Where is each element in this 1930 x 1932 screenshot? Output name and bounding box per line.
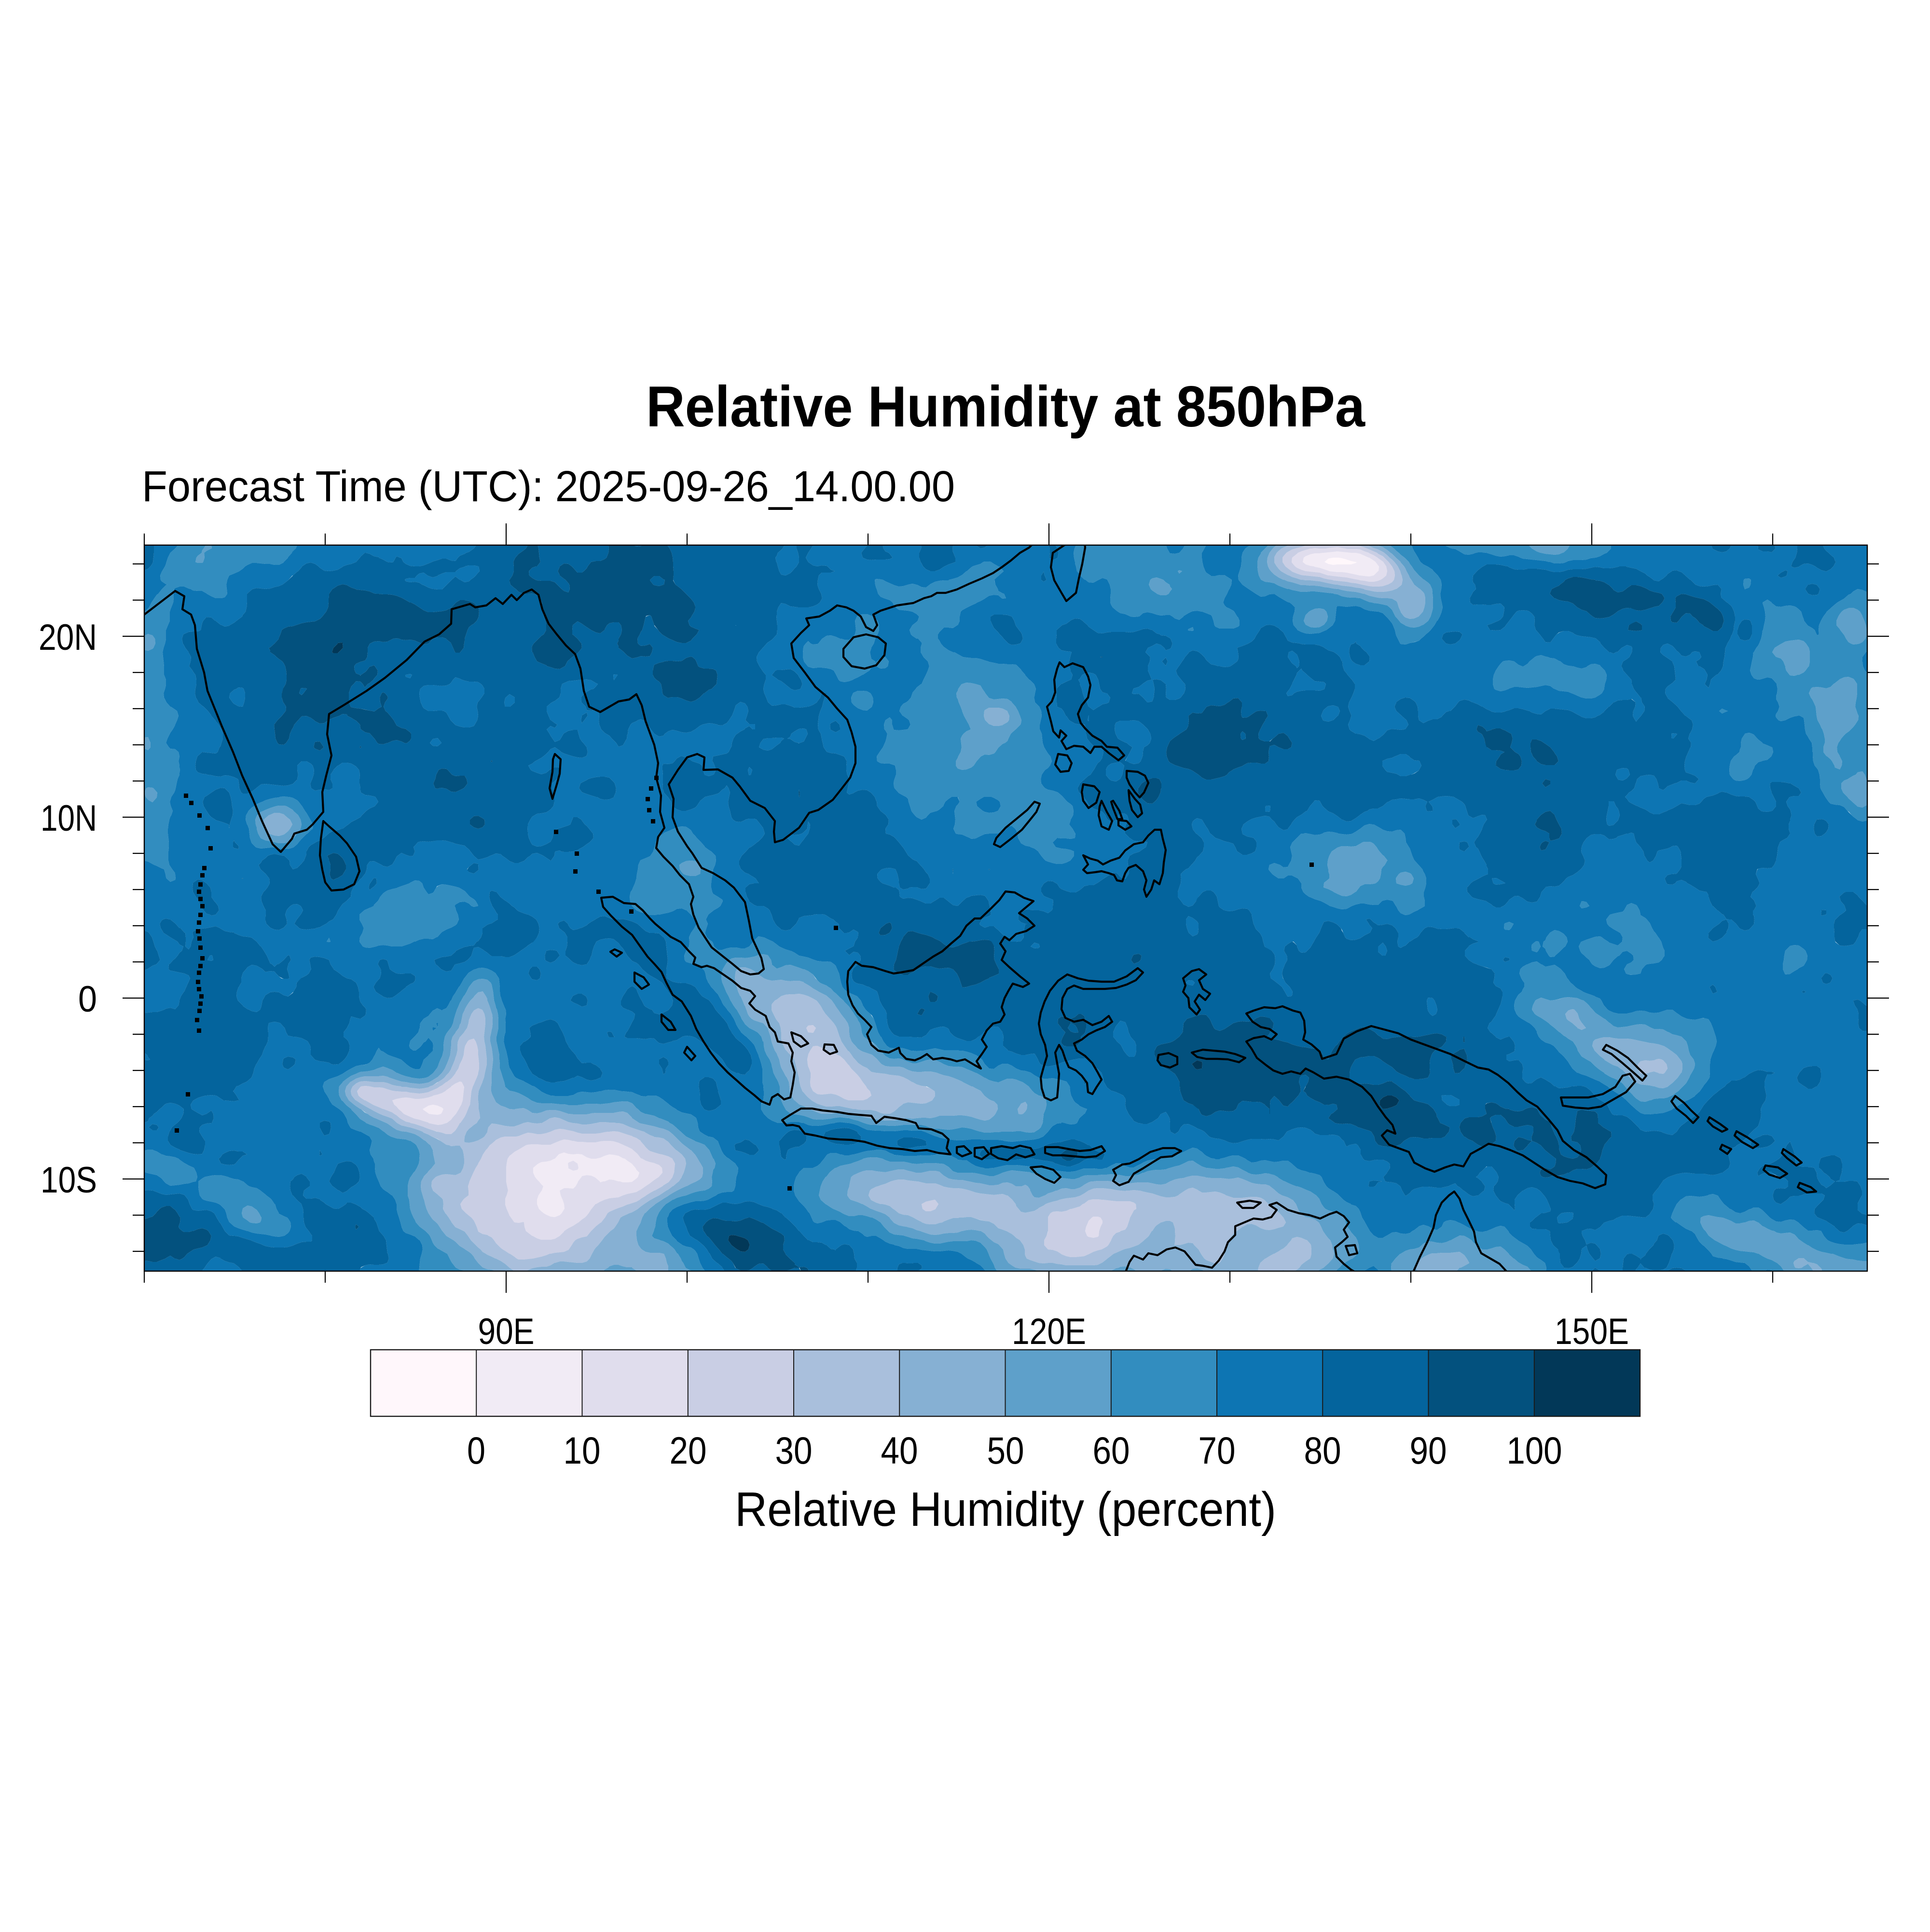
svg-text:10N: 10N: [41, 798, 97, 839]
svg-text:40: 40: [881, 1429, 918, 1472]
svg-text:30: 30: [775, 1429, 813, 1472]
svg-text:60: 60: [1093, 1429, 1130, 1472]
svg-text:Relative Humidity at 850hPa: Relative Humidity at 850hPa: [646, 374, 1365, 439]
svg-text:90: 90: [1410, 1429, 1447, 1472]
svg-text:10S: 10S: [41, 1160, 97, 1201]
svg-text:90E: 90E: [478, 1311, 535, 1352]
svg-text:20N: 20N: [39, 617, 97, 658]
svg-text:20: 20: [670, 1429, 707, 1472]
svg-text:150E: 150E: [1555, 1311, 1629, 1352]
svg-text:0: 0: [467, 1429, 485, 1472]
svg-text:0: 0: [78, 979, 97, 1020]
svg-text:Relative Humidity (percent): Relative Humidity (percent): [735, 1482, 1276, 1536]
svg-text:100: 100: [1507, 1429, 1562, 1472]
svg-text:80: 80: [1304, 1429, 1341, 1472]
svg-text:70: 70: [1199, 1429, 1236, 1472]
svg-text:120E: 120E: [1012, 1311, 1086, 1352]
svg-text:10: 10: [564, 1429, 601, 1472]
svg-text:50: 50: [987, 1429, 1024, 1472]
svg-text:Forecast Time (UTC): 2025-09-2: Forecast Time (UTC): 2025-09-26_14.00.00: [142, 463, 955, 511]
